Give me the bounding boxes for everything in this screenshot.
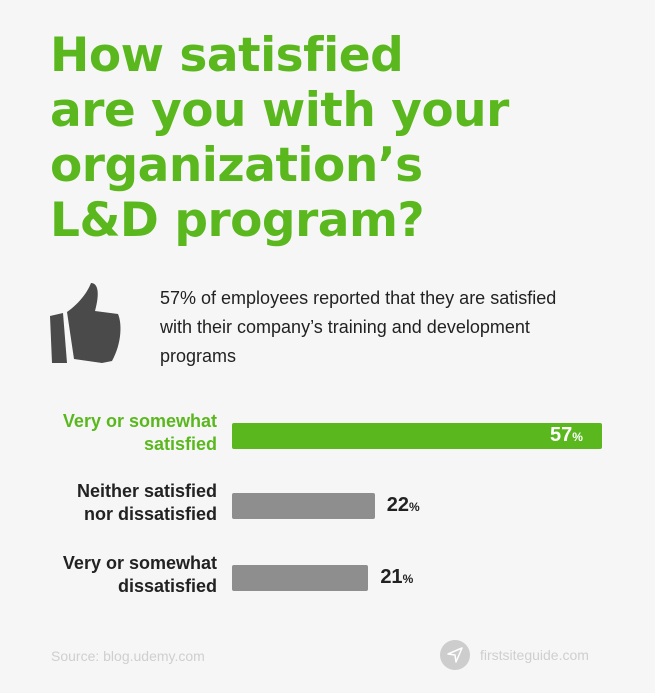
category-label-line: Neither satisfied: [76, 481, 217, 501]
bar: [232, 565, 369, 591]
category-label-line: satisfied: [143, 434, 217, 454]
paper-plane-icon: [440, 640, 470, 670]
bar-row: Very or somewhat dissatisfied 21%: [0, 552, 655, 612]
title-line: are you with your: [50, 83, 509, 138]
value-number: 21: [380, 566, 403, 588]
bar: [232, 423, 602, 449]
page-title: How satisfied are you with your organiza…: [50, 28, 509, 248]
category-label: Very or somewhat satisfied: [17, 410, 217, 456]
value-unit: %: [402, 572, 414, 586]
category-label: Neither satisfied nor dissatisfied: [17, 480, 217, 526]
bar-row: Neither satisfied nor dissatisfied 22%: [0, 480, 655, 540]
category-label-line: dissatisfied: [117, 576, 217, 596]
summary-text: 57% of employees reported that they are …: [160, 288, 557, 366]
value-unit: %: [572, 430, 583, 444]
thumbs-up-icon: [50, 283, 121, 363]
value-number: 22: [386, 494, 410, 516]
value-label: 22%: [387, 494, 420, 517]
title-line: organization’s: [50, 138, 423, 193]
bar: [232, 493, 375, 519]
category-label-line: Very or somewhat: [62, 553, 217, 573]
brand-text: firstsiteguide.com: [480, 647, 589, 663]
category-label-line: nor dissatisfied: [83, 504, 217, 524]
value-number: 57: [550, 424, 573, 446]
source-text: Source: blog.udemy.com: [51, 648, 205, 664]
value-unit: %: [409, 500, 420, 514]
category-label: Very or somewhat dissatisfied: [17, 552, 217, 598]
brand[interactable]: firstsiteguide.com: [440, 640, 589, 670]
value-label: 21%: [380, 566, 413, 589]
title-line: How satisfied: [50, 28, 404, 83]
value-label: 57%: [550, 424, 583, 447]
title-line: L&D program?: [50, 193, 425, 248]
bar-row: Very or somewhat satisfied 57%: [0, 410, 655, 470]
category-label-line: Very or somewhat: [62, 411, 217, 431]
